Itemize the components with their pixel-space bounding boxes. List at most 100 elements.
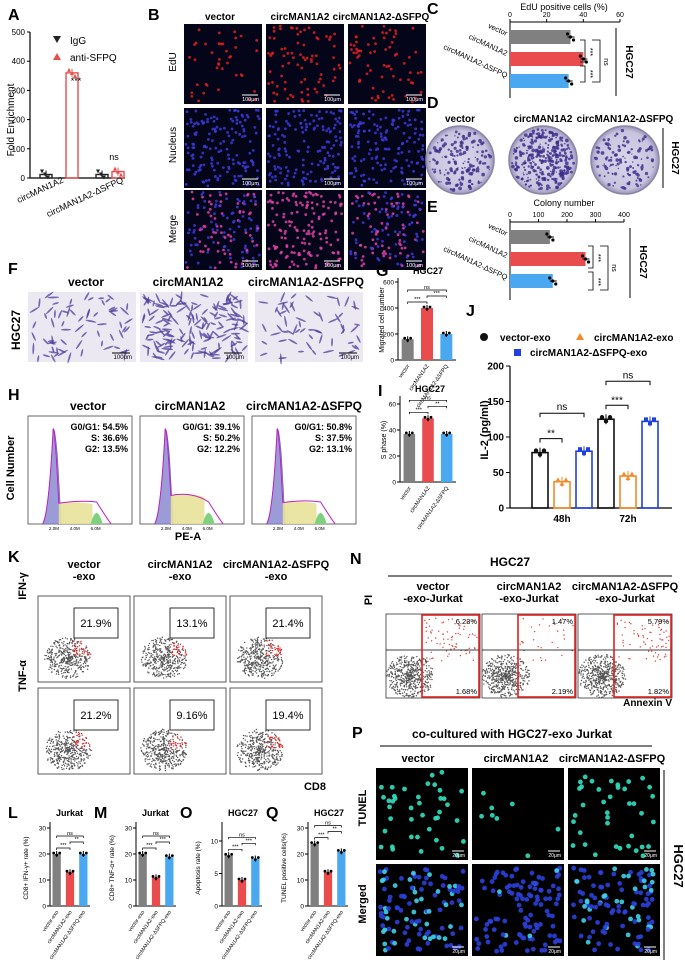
k-event xyxy=(76,659,78,661)
b-cell xyxy=(210,156,213,160)
b-cell xyxy=(315,62,319,66)
b-cell xyxy=(204,179,208,183)
k-event xyxy=(183,662,185,665)
k-event xyxy=(49,737,51,739)
k-event xyxy=(280,665,282,668)
k-event xyxy=(56,663,59,665)
b-cell xyxy=(386,213,389,217)
b-cell xyxy=(218,261,222,264)
n-event xyxy=(401,692,404,694)
k-event xyxy=(266,664,269,666)
b-cell xyxy=(278,154,281,157)
k-event xyxy=(73,741,75,744)
f-cell xyxy=(216,307,229,312)
d-colony xyxy=(534,163,537,166)
b-cell xyxy=(420,201,424,205)
b-cell xyxy=(206,250,210,254)
k-event xyxy=(79,665,81,667)
k-event xyxy=(177,643,180,645)
d-dish xyxy=(425,125,495,195)
b-cell xyxy=(268,70,272,74)
k-event xyxy=(256,643,258,645)
d-colony xyxy=(443,173,446,176)
b-cell xyxy=(302,237,306,241)
b-cell xyxy=(199,163,203,167)
b-cell xyxy=(235,118,239,122)
k-event xyxy=(161,730,163,732)
b-cell xyxy=(201,180,205,184)
k-event xyxy=(164,764,166,767)
k-event xyxy=(169,753,172,755)
b-cell xyxy=(241,215,245,218)
f-cell xyxy=(113,346,121,349)
k-event xyxy=(242,658,244,661)
h-stat-label: G2: 13.5% xyxy=(85,444,128,454)
k-event xyxy=(86,659,88,661)
k-event xyxy=(247,673,250,676)
k-event xyxy=(260,755,262,757)
d-colony xyxy=(558,139,560,142)
b-cell xyxy=(354,169,358,173)
k-event xyxy=(155,643,158,645)
k-event xyxy=(173,645,175,647)
b-cell xyxy=(195,83,199,87)
d-colony xyxy=(640,184,642,186)
b-image xyxy=(348,24,426,104)
n-event xyxy=(410,691,412,693)
b-cell xyxy=(379,163,383,167)
k-event xyxy=(257,648,260,651)
k-event xyxy=(156,738,158,741)
k-event xyxy=(68,748,71,750)
b-cell xyxy=(339,136,342,140)
k-event xyxy=(150,755,152,757)
k-event xyxy=(57,669,59,671)
panel-letter-g: G xyxy=(376,263,388,280)
b-cell xyxy=(379,117,383,121)
d-colony xyxy=(541,148,546,152)
d-colony xyxy=(447,160,451,164)
b-cell xyxy=(356,196,360,200)
b-cell xyxy=(382,249,386,253)
e-title: Colony number xyxy=(533,198,594,208)
b-cell xyxy=(206,117,210,121)
n-xlabel: Annexin V xyxy=(623,698,672,709)
b-cell xyxy=(221,214,225,217)
d-colony xyxy=(446,134,449,137)
b-cell xyxy=(301,203,304,207)
b-cell xyxy=(235,153,239,157)
k-event xyxy=(258,764,260,767)
j-bar xyxy=(531,451,549,509)
k-event xyxy=(145,748,148,750)
k-event xyxy=(80,732,83,735)
k-col-header: -exo xyxy=(73,571,96,583)
k-event xyxy=(251,674,253,676)
k-event xyxy=(249,749,252,751)
d-colony xyxy=(622,175,625,178)
b-cell xyxy=(228,252,232,256)
k-event xyxy=(154,649,156,652)
h-xtick-label: 6.0M xyxy=(91,526,101,531)
k-event xyxy=(44,658,46,660)
k-event xyxy=(179,763,182,765)
k-event xyxy=(142,652,144,654)
d-colony xyxy=(467,133,471,138)
f-cell xyxy=(85,319,97,323)
sig-bracket xyxy=(426,295,447,298)
d-colony xyxy=(514,161,518,165)
k-event xyxy=(60,743,63,746)
k-event xyxy=(271,662,273,664)
k-event xyxy=(174,667,176,669)
panel-h: H vector circMAN1A2 circMAN1A2-ΔSFPQ Cel… xyxy=(5,387,362,543)
k-event xyxy=(50,751,52,753)
k-event xyxy=(252,763,255,766)
k-event xyxy=(259,659,262,661)
f-cell xyxy=(153,326,161,330)
k-event xyxy=(251,761,254,763)
d-colony xyxy=(462,150,467,155)
k-event xyxy=(65,758,67,760)
k-event xyxy=(161,755,163,758)
b-cell xyxy=(198,228,202,232)
f-scalebar-label: 100μm xyxy=(226,355,244,361)
b-cell xyxy=(221,42,225,46)
k-event xyxy=(63,760,66,762)
